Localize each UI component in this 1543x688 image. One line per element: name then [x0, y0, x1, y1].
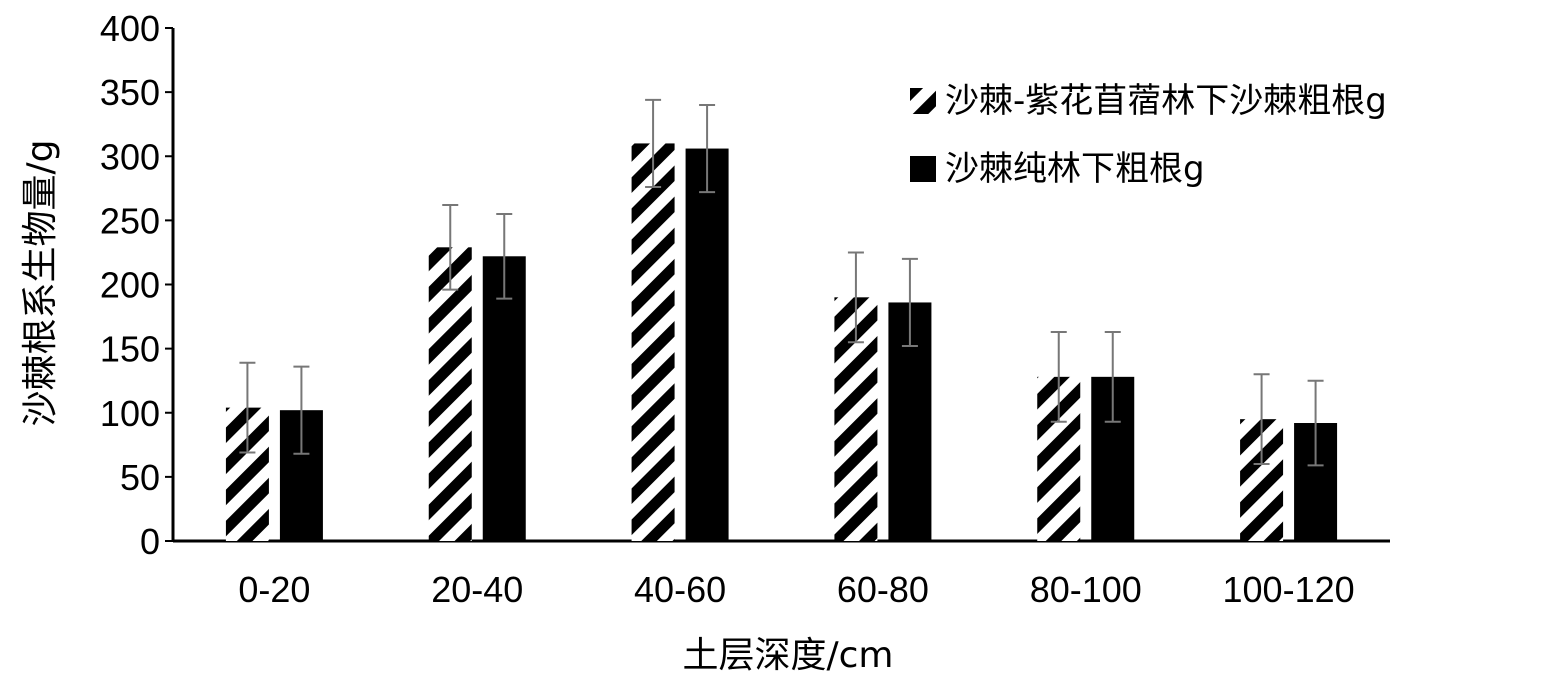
bar — [428, 247, 472, 541]
legend-swatch — [910, 156, 936, 182]
x-tick-label: 100-120 — [1223, 569, 1355, 610]
x-tick-label: 0-20 — [238, 569, 310, 610]
x-axis-title: 土层深度/cm — [683, 635, 894, 676]
bar — [631, 143, 675, 542]
y-tick-label: 300 — [100, 136, 160, 177]
y-tick-label: 0 — [140, 521, 160, 562]
bar — [482, 256, 526, 541]
y-tick-label: 150 — [100, 329, 160, 370]
y-tick-label: 250 — [100, 200, 160, 241]
error-bars — [239, 98, 1324, 467]
legend-label: 沙棘纯林下粗根g — [945, 149, 1205, 189]
y-tick-label: 100 — [100, 393, 160, 434]
y-axis-title: 沙棘根系生物量/g — [20, 140, 61, 427]
x-tick-label: 60-80 — [837, 569, 929, 610]
y-tick-label: 50 — [120, 457, 160, 498]
legend: 沙棘-紫花苜蓿林下沙棘粗根g 沙棘纯林下粗根g — [910, 81, 1387, 189]
x-tick-label: 20-40 — [431, 569, 523, 610]
x-tick-label: 40-60 — [634, 569, 726, 610]
legend-label: 沙棘-紫花苜蓿林下沙棘粗根g — [945, 81, 1387, 121]
axes: 0 50 100 150 200 250 300 350 400 0-20 20-40 40-60 60… — [100, 8, 1390, 610]
y-tick-label: 200 — [100, 265, 160, 306]
y-tick-label: 400 — [100, 8, 160, 49]
y-tick-label: 350 — [100, 72, 160, 113]
bar — [685, 148, 729, 541]
x-tick-label: 80-100 — [1030, 569, 1142, 610]
bars — [225, 143, 1338, 542]
legend-swatch — [910, 88, 936, 114]
